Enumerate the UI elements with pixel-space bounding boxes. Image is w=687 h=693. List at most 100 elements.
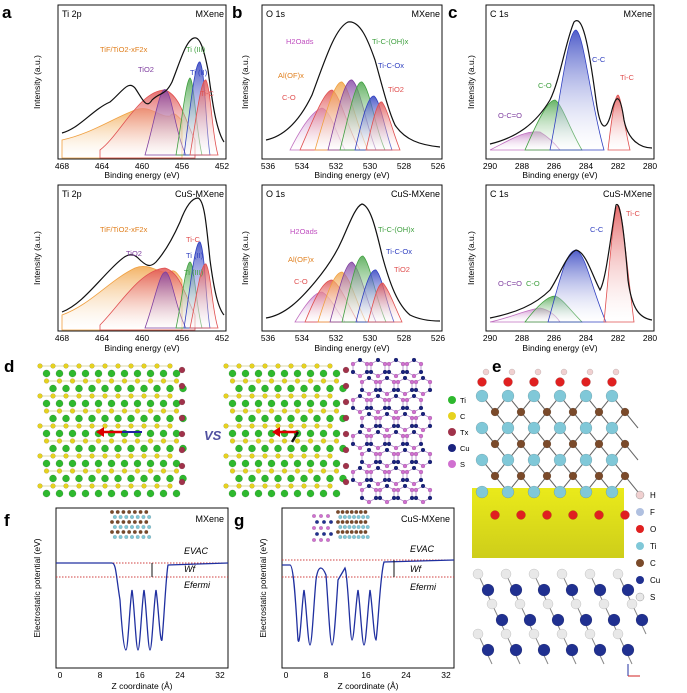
c-atom (320, 468, 327, 474)
c-atom (255, 378, 262, 384)
cu-atom (382, 441, 388, 447)
x-tick: 464 (95, 161, 109, 171)
c-atom (69, 378, 76, 384)
c-atom (43, 468, 50, 474)
ti-atom (228, 459, 237, 468)
cu-atom (593, 643, 607, 657)
s-atom (404, 397, 410, 403)
cu-atom (391, 459, 397, 465)
y-axis-label: Intensity (a.u.) (32, 55, 42, 109)
inset-atom (138, 520, 143, 525)
s-atom (377, 379, 383, 385)
sample-label: CuS-MXene (401, 514, 450, 524)
c-atom (141, 483, 147, 489)
ti-atom (153, 384, 161, 393)
c-atom (620, 471, 630, 481)
inset-atom (319, 538, 324, 543)
ti-atom (114, 474, 122, 483)
legend-tx-label: Tx (460, 428, 469, 437)
cu-atom (402, 483, 408, 489)
s-atom (384, 463, 390, 469)
cu-atom (386, 405, 392, 411)
cu-atom (359, 387, 365, 393)
ti-atom (300, 474, 308, 483)
panel-e: e H F O Ti C Cu S (472, 357, 660, 677)
legend-e: H F O Ti C Cu S (635, 490, 660, 602)
ti-atom (326, 474, 334, 483)
c-atom (115, 423, 121, 429)
x-tick: 288 (515, 161, 529, 171)
cu-atom (366, 483, 372, 489)
s-atom (409, 415, 415, 421)
sample-label: MXene (195, 9, 224, 19)
inset-atom (115, 530, 120, 535)
ti-atom (88, 414, 96, 423)
panel-b: b O 1s MXene H2Oads Al(OF)x C-O Ti-C-(OH… (232, 3, 445, 353)
inset-atom (352, 525, 357, 530)
h-atom (586, 368, 594, 376)
ti-atom (287, 414, 295, 423)
plot-frame (485, 4, 655, 160)
s-atom (357, 409, 363, 415)
cu-atom (400, 441, 406, 447)
s-atom (427, 379, 433, 385)
label-co: C-O (294, 277, 308, 286)
legend-s-label: S (650, 593, 655, 602)
tx-atom (178, 430, 186, 438)
legend-s-swatch (448, 460, 456, 468)
c-atom (262, 423, 268, 429)
panel-d: d VS Ti C Tx Cu S (4, 357, 470, 505)
inset-atom (312, 514, 317, 519)
inset-atom (132, 520, 137, 525)
x-tick: 530 (363, 161, 377, 171)
label-tico: Ti-C-Ox (378, 61, 404, 70)
c-atom (134, 438, 141, 444)
c-atom (154, 363, 160, 369)
ti-atom (248, 474, 256, 483)
inset-atom (365, 535, 370, 540)
ti-atom (254, 429, 263, 438)
c-atom (82, 468, 89, 474)
x-tick: 460 (135, 333, 149, 343)
tx-atom (178, 398, 186, 406)
ti-atom (235, 414, 243, 423)
o-atom (555, 377, 565, 387)
cu-atom (411, 465, 417, 471)
ti-atom (120, 369, 129, 378)
ti-atom (94, 489, 103, 498)
peak-tic (189, 79, 219, 156)
cus-mxene-top-view (223, 357, 433, 505)
x-tick: 468 (55, 333, 69, 343)
x-tick: 468 (55, 161, 69, 171)
ti-atom (114, 384, 122, 393)
inset-atom (329, 532, 334, 537)
c-atom (294, 438, 301, 444)
ti-atom (313, 384, 321, 393)
s-atom (400, 433, 406, 439)
legend-cu-label: Cu (460, 444, 470, 453)
s-atom (514, 598, 526, 610)
x-tick: 280 (643, 161, 657, 171)
c-atom (490, 439, 500, 449)
x-tick: 536 (261, 333, 275, 343)
s-atom (570, 598, 582, 610)
cu-atom (402, 375, 408, 381)
inset-atom (141, 535, 146, 540)
x-tick: 460 (135, 161, 149, 171)
cu-atom (373, 423, 379, 429)
cu-atom (382, 477, 388, 483)
c-atom (121, 408, 128, 414)
s-atom (404, 361, 410, 367)
s-atom (556, 628, 568, 640)
label-co: C-O (538, 81, 552, 90)
ti-atom (127, 414, 135, 423)
cu-atom (418, 477, 424, 483)
s-atom (359, 415, 365, 421)
c-atom (223, 393, 229, 399)
cu-atom (357, 393, 363, 399)
arrow-red-head-2 (272, 427, 280, 437)
c-atom (223, 363, 229, 369)
x-tick-labels: 536 534 532 530 528 526 (261, 161, 445, 171)
cu-atom (382, 405, 388, 411)
inset-atom (118, 525, 123, 530)
